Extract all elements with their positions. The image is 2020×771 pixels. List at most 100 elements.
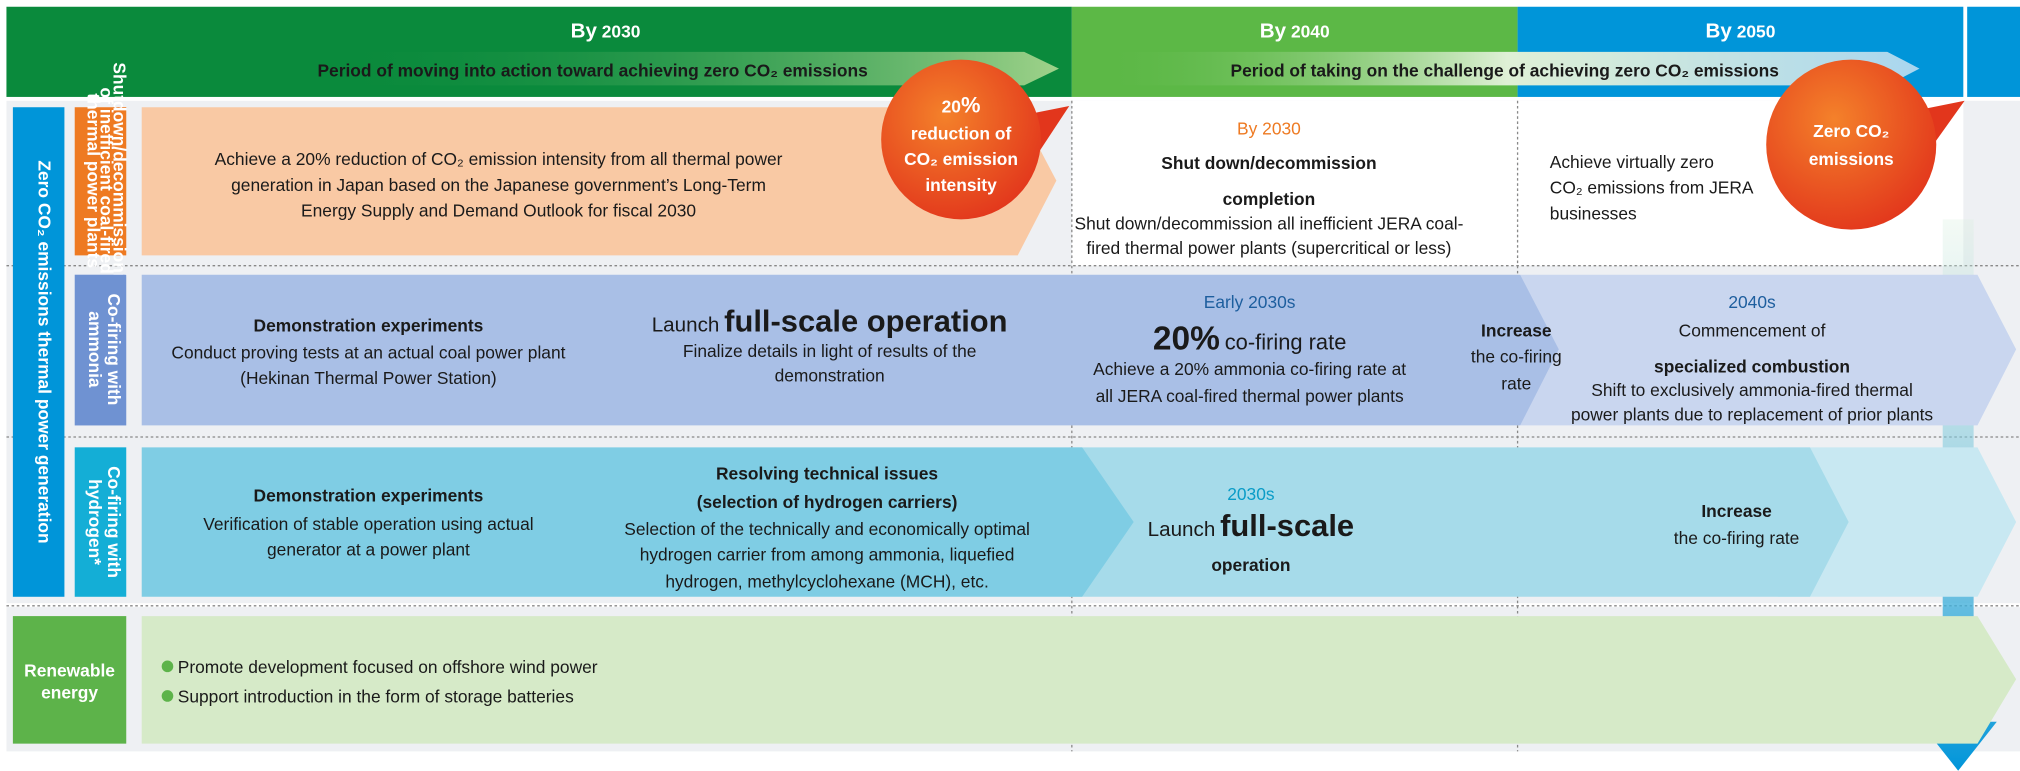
desc: hydrogen, methylcyclohexane (MCH), etc. [665, 572, 989, 592]
svg-text:Launch full-scale operation: Launch full-scale operation [652, 303, 1008, 338]
phase: Period of taking on the challenge of ach… [1230, 60, 1778, 80]
label: of inefficient coal-fired [96, 88, 116, 274]
label: energy [41, 683, 98, 703]
badge-text: reduction of [911, 123, 1012, 143]
year: 2050 [1737, 22, 1776, 42]
by: By [1260, 20, 1287, 43]
big: 20% [1153, 320, 1220, 357]
desc: all JERA coal-fired thermal power plants [1096, 386, 1404, 406]
rest: co-firing rate [1225, 329, 1347, 354]
pre: Commencement of [1679, 321, 1826, 341]
label: Co-firing with [104, 293, 124, 405]
title: Demonstration experiments [254, 315, 484, 335]
text: Achieve a 20% reduction of CO₂ emission … [215, 149, 783, 169]
desc: Selection of the technically and economi… [624, 519, 1030, 539]
svg-text:20%: 20% [942, 92, 981, 117]
label: Co-firing with [104, 466, 124, 578]
text: Energy Supply and Demand Outlook for fis… [301, 201, 696, 221]
year: 2030 [602, 22, 641, 42]
when: Early 2030s [1204, 292, 1296, 312]
desc: the co-firing rate [1674, 528, 1800, 548]
svg-text:Achieve a 20% reduction of CO₂: Achieve a 20% reduction of CO₂ emission … [215, 149, 783, 221]
svg-text:Achieve a 20% ammonia co-firin: Achieve a 20% ammonia co-firing rate at a… [1093, 359, 1406, 406]
prefix: Launch [652, 313, 720, 336]
svg-text:By 2040: By 2040 [1260, 20, 1330, 43]
title: (selection of hydrogen carriers) [697, 492, 958, 512]
text: businesses [1550, 203, 1637, 223]
text: generation in Japan based on the Japanes… [231, 175, 766, 195]
desc: generator at a power plant [267, 540, 470, 560]
title: full-scale operation [724, 303, 1007, 338]
title: Increase [1481, 321, 1552, 341]
badge-text: intensity [925, 175, 997, 195]
title: operation [1211, 555, 1290, 575]
svg-text:Launch full-scale: Launch full-scale [1148, 508, 1354, 543]
desc: Shift to exclusively ammonia-fired therm… [1591, 380, 1913, 400]
prefix: Launch [1148, 518, 1216, 541]
svg-text:20% co-firing rate: 20% co-firing rate [1153, 320, 1347, 357]
badge-text: CO₂ emission [904, 149, 1018, 169]
row-ammonia: Demonstration experiments Conduct provin… [141, 274, 2017, 426]
badge-text: Zero CO₂ [1813, 121, 1889, 141]
row-renewable: Promote development focused on offshore … [141, 616, 2017, 744]
when: 2040s [1728, 292, 1776, 312]
desc: Achieve a 20% ammonia co-firing rate at [1093, 359, 1406, 379]
title: Demonstration experiments [254, 485, 484, 505]
svg-text:Shutdown/decommissioningof ine: Shutdown/decommissioningof inefficient c… [84, 62, 130, 299]
label: ammonia [85, 311, 105, 388]
desc: rate [1501, 373, 1531, 393]
desc: Finalize details in light of results of … [683, 341, 977, 361]
svg-text:Verification of stable operati: Verification of stable operation using a… [203, 514, 533, 560]
label: Shutdown/decommissioning [109, 62, 129, 299]
svg-text:Resolving technical issues(sel: Resolving technical issues (selection of … [697, 464, 958, 512]
year: 2040 [1291, 22, 1330, 42]
by: By [1706, 20, 1733, 43]
desc: power plants due to replacement of prior… [1571, 404, 1933, 424]
svg-text:By 2050: By 2050 [1706, 20, 1776, 43]
labels: Zero CO₂ emissions thermal power generat… [12, 62, 130, 744]
badge-number: 20 [942, 96, 961, 116]
badge-unit: % [961, 92, 980, 117]
by: By [571, 20, 598, 43]
svg-text:Co-firing withhydrogen*: Co-firing withhydrogen* [85, 466, 124, 578]
svg-text:Shift to exclusively ammonia-f: Shift to exclusively ammonia-fired therm… [1571, 380, 1933, 424]
svg-text:Finalize details in light of r: Finalize details in light of results of … [683, 341, 977, 385]
svg-text:Conduct proving tests at an ac: Conduct proving tests at an actual coal … [171, 342, 565, 388]
desc: the co-firing [1471, 346, 1562, 366]
text: Achieve virtually zero [1550, 152, 1714, 172]
desc: Verification of stable operation using a… [203, 514, 533, 534]
title: Resolving technical issues [716, 464, 938, 484]
svg-text:Co-firing withammonia: Co-firing withammonia [85, 293, 124, 405]
desc: fired thermal power plants (supercritica… [1086, 238, 1451, 258]
desc: hydrogen carrier from among ammonia, liq… [640, 545, 1015, 565]
label: thermal power plants [84, 93, 104, 268]
phase: Period of moving into action toward achi… [317, 60, 867, 80]
desc: (Hekinan Thermal Power Station) [240, 368, 497, 388]
svg-text:By 2030: By 2030 [571, 20, 641, 43]
title: full-scale [1220, 508, 1354, 543]
header: By 2030 By 2040 By 2050 Period of moving… [6, 6, 2020, 97]
desc: demonstration [775, 366, 885, 386]
when: 2030s [1227, 484, 1275, 504]
title: specialized combustion [1654, 357, 1850, 377]
label: Renewable [24, 661, 115, 681]
desc: Conduct proving tests at an actual coal … [171, 342, 565, 362]
text: CO₂ emissions from JERA [1550, 178, 1754, 198]
when: By 2030 [1237, 118, 1301, 138]
badge-text: emissions [1809, 149, 1894, 169]
row-shutdown: Achieve a 20% reduction of CO₂ emission … [141, 59, 1965, 258]
svg-text:Selection of the technically a: Selection of the technically and economi… [624, 519, 1030, 592]
title: Shut down/decommission [1161, 153, 1376, 173]
row-hydrogen: Demonstration experiments Verification o… [141, 447, 2017, 597]
desc: Shut down/decommission all inefficient J… [1075, 214, 1464, 234]
side-label: Zero CO₂ emissions thermal power generat… [35, 160, 55, 543]
title: completion [1223, 189, 1316, 209]
